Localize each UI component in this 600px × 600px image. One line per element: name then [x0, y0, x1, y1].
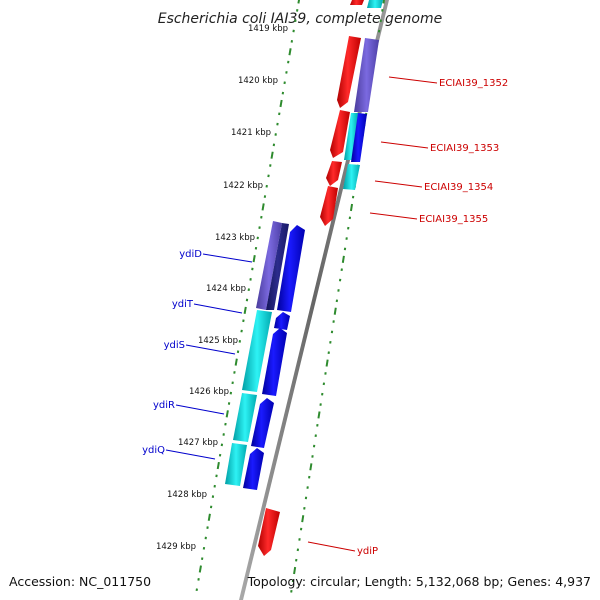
kbp-label: 1427 kbp: [178, 438, 218, 448]
label-connector: [388, 76, 438, 84]
gene-ydiD-navy[interactable]: [266, 223, 289, 310]
label-connector: [185, 344, 236, 355]
gene-ydiR-cyan[interactable]: [233, 393, 257, 442]
gene-label-ydiR[interactable]: ydiR: [153, 400, 175, 411]
major-tick: [341, 255, 345, 263]
major-tick: [325, 359, 329, 367]
major-tick: [301, 515, 305, 523]
kbp-label: 1421 kbp: [231, 128, 271, 138]
major-tick: [270, 151, 274, 159]
major-tick: [216, 461, 220, 470]
genome-summary-text: Topology: circular; Length: 5,132,068 bp…: [247, 574, 591, 589]
gene-ydiQ-cyan[interactable]: [225, 443, 247, 486]
kbp-label: 1424 kbp: [206, 284, 246, 294]
tick-track-left: [195, 0, 301, 592]
label-connector: [380, 141, 429, 149]
gene-ydiT-cyan[interactable]: [242, 310, 272, 392]
label-connector: [307, 541, 356, 552]
kbp-label: 1422 kbp: [223, 181, 263, 191]
gene-ydiQ[interactable]: [243, 448, 264, 490]
gene-ydiR[interactable]: [251, 398, 274, 448]
gene-ECIAI39_1352[interactable]: [337, 36, 361, 108]
gene-label-ECIAI39_1354[interactable]: ECIAI39_1354: [424, 182, 493, 193]
kbp-label: 1423 kbp: [215, 233, 255, 243]
gene-ECIAI39_1352-top-cyan[interactable]: [367, 0, 383, 8]
label-connector: [193, 303, 243, 314]
major-tick: [288, 48, 292, 56]
gene-ECIAI39_1355[interactable]: [320, 186, 338, 226]
major-tick: [252, 255, 256, 263]
gene-label-ECIAI39_1352[interactable]: ECIAI39_1352: [439, 78, 508, 89]
gene-label-ydiQ[interactable]: ydiQ: [142, 445, 165, 456]
kbp-label: 1425 kbp: [198, 336, 238, 346]
kbp-labels: 1419 kbp 1420 kbp 1421 kbp 1422 kbp 1423…: [156, 24, 288, 552]
gene-ECIAI39_1354[interactable]: [326, 161, 342, 186]
label-connector: [374, 180, 423, 188]
gene-label-ydiT[interactable]: ydiT: [172, 299, 194, 310]
major-tick: [293, 566, 297, 575]
reverse-gene-labels: ECIAI39_1352 ECIAI39_1353 ECIAI39_1354 E…: [307, 76, 508, 557]
kbp-label: 1428 kbp: [167, 490, 207, 500]
forward-strand-genes: [225, 221, 305, 556]
major-tick: [198, 565, 202, 573]
major-tick: [349, 203, 354, 212]
major-tick: [243, 306, 247, 314]
gene-ydiT[interactable]: [274, 312, 290, 330]
gene-ECIAI39_1353-cyan[interactable]: [344, 113, 358, 160]
gene-ECIAI39_1352-top[interactable]: [350, 0, 364, 5]
gene-ECIAI39_1353-blue[interactable]: [351, 113, 367, 162]
gene-ydiD-purple[interactable]: [256, 221, 282, 310]
gene-label-ydiD[interactable]: ydiD: [179, 249, 202, 260]
major-tick: [309, 463, 313, 471]
kbp-label: 1420 kbp: [238, 76, 278, 86]
gene-ydiS[interactable]: [262, 328, 287, 396]
gene-ydiP[interactable]: [258, 508, 280, 556]
major-tick: [333, 307, 337, 315]
major-tick: [279, 99, 283, 108]
major-tick: [234, 358, 238, 366]
label-connector: [175, 404, 225, 415]
gene-label-ydiP[interactable]: ydiP: [357, 546, 378, 557]
major-tick: [207, 513, 211, 521]
gene-ydiD[interactable]: [277, 225, 305, 312]
major-tick: [297, 0, 301, 4]
gene-ECIAI39_1354-cyan[interactable]: [343, 164, 360, 190]
major-tick: [225, 410, 229, 418]
major-tick: [382, 0, 386, 4]
gene-label-ECIAI39_1353[interactable]: ECIAI39_1353: [430, 143, 499, 154]
kbp-label: 1429 kbp: [156, 542, 196, 552]
kbp-label: 1426 kbp: [189, 387, 229, 397]
gene-label-ECIAI39_1355[interactable]: ECIAI39_1355: [419, 214, 488, 225]
gene-ECIAI39_1353[interactable]: [330, 110, 350, 158]
reverse-strand-genes: [320, 0, 383, 226]
kbp-label: 1419 kbp: [248, 24, 288, 34]
major-tick: [261, 203, 265, 211]
map-title: Escherichia coli IAI39, complete genome: [158, 11, 443, 27]
accession-text: Accession: NC_011750: [9, 574, 151, 589]
major-tick: [317, 411, 321, 419]
forward-gene-labels: ydiD ydiT ydiS ydiR ydiQ: [142, 249, 253, 460]
label-connector: [165, 449, 216, 460]
gene-label-ydiS[interactable]: ydiS: [164, 340, 185, 351]
gene-ECIAI39_1352-partner[interactable]: [354, 38, 379, 112]
label-connector: [369, 212, 418, 220]
label-connector: [202, 253, 253, 263]
